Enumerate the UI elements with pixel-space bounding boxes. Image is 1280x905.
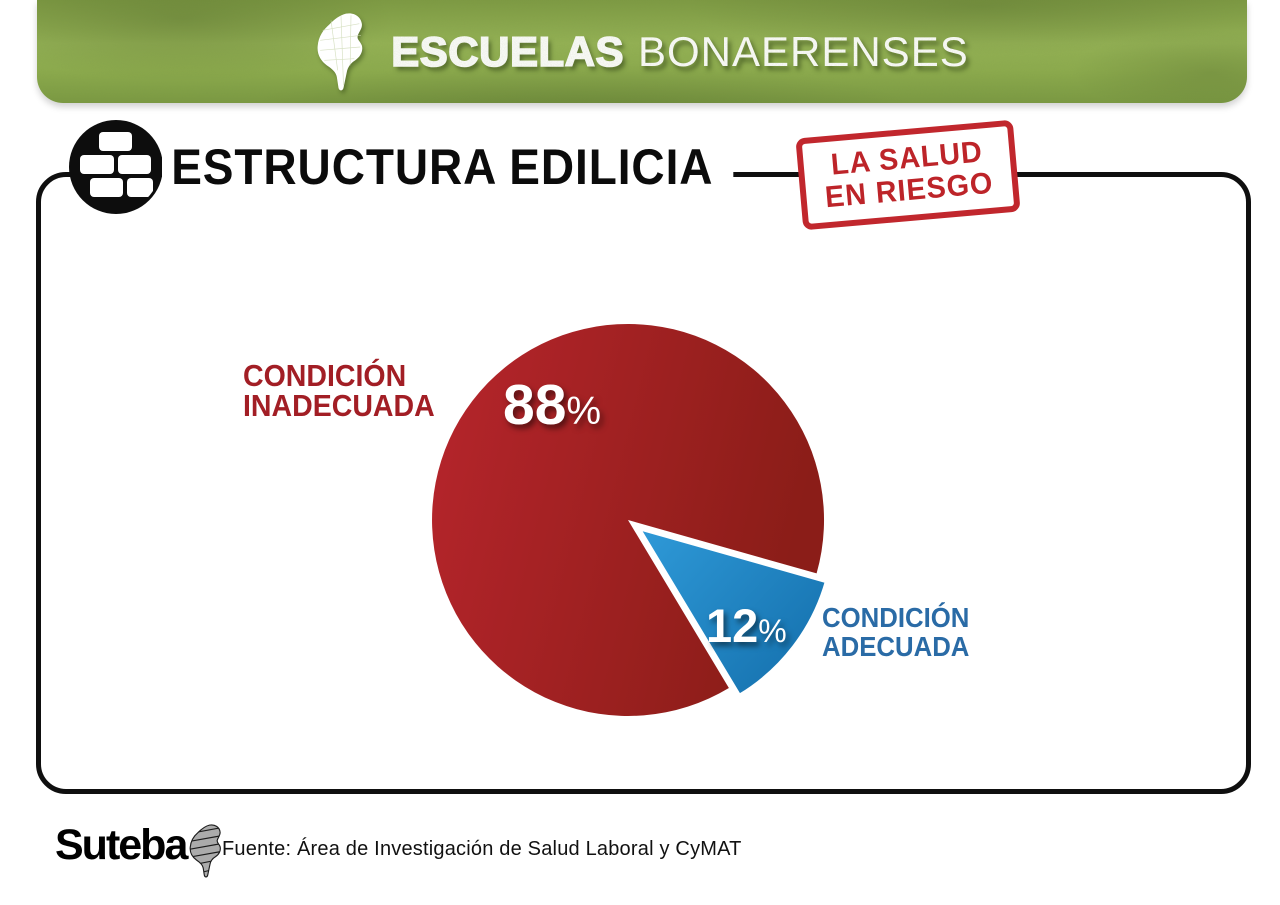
source-caption: Fuente: Área de Investigación de Salud L… (222, 838, 742, 860)
banner-title-light: BONAERENSES (637, 27, 969, 75)
percent-sign: % (566, 390, 602, 433)
pie-chart (432, 323, 829, 716)
pie-slice-adecuada (636, 525, 829, 698)
suteba-map-glyph (190, 824, 222, 878)
banner-title-strong: ESCUELAS (390, 27, 624, 75)
slice-label-line: ADECUADA (822, 631, 970, 662)
buenos-aires-map-icon (317, 12, 363, 90)
pie-value-number: 12 (706, 599, 759, 652)
pie-value-number: 88 (503, 373, 567, 437)
pie-value-inadecuada: 88% (503, 372, 601, 438)
brick-wall-icon (69, 120, 163, 214)
header-banner: ESCUELAS BONAERENSES (37, 0, 1247, 103)
health-risk-stamp: LA SALUD EN RIESGO (795, 119, 1021, 231)
page-title: ESTRUCTURA EDILICIA (162, 132, 734, 206)
slice-label-line: CONDICIÓN (243, 358, 407, 393)
slice-label-adecuada: CONDICIÓN ADECUADA (822, 603, 969, 661)
pie-slice-inadecuada (432, 323, 825, 716)
suteba-wordmark: Suteba (55, 821, 188, 869)
pie-value-adecuada: 12% (706, 598, 787, 653)
slice-label-line: INADECUADA (243, 388, 435, 423)
suteba-logo: Suteba (55, 822, 224, 878)
slice-label-line: CONDICIÓN (822, 602, 970, 633)
slice-label-inadecuada: CONDICIÓN INADECUADA (243, 358, 435, 423)
banner-title: ESCUELAS BONAERENSES (390, 27, 969, 75)
percent-sign: % (758, 613, 787, 649)
